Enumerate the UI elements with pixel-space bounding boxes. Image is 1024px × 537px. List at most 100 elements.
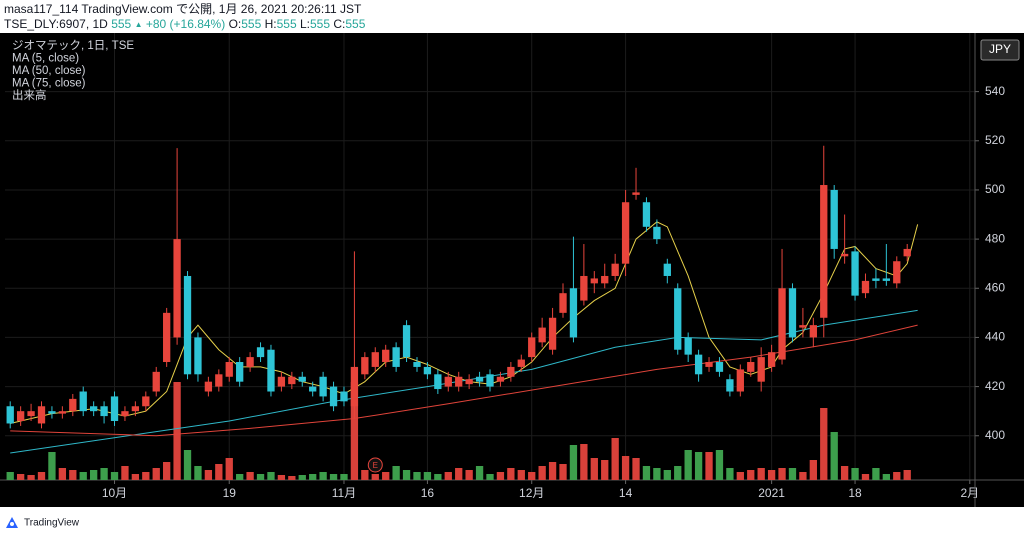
volume-bar [142,472,150,480]
l-value: 555 [310,17,330,31]
volume-bar [517,470,525,480]
candle-body [277,376,286,387]
volume-bar [361,470,369,480]
volume-bar [392,466,400,480]
y-tick-label: 420 [985,379,1005,393]
volume-bar [621,456,630,480]
volume-bar [329,474,338,480]
volume-bar [204,470,213,480]
candle-body [726,379,734,392]
candle-body [465,379,473,385]
candle-body [215,374,223,387]
candle-body [121,411,129,417]
volume-bar [6,472,14,480]
candle-body [204,381,213,392]
candle-body [559,293,567,313]
candle-body [236,362,244,382]
candle-body [663,263,671,276]
volume-bar [861,474,870,480]
candle-body [423,366,432,375]
y-tick-label: 440 [985,330,1005,344]
volume-bar [475,466,484,480]
candle-body [507,366,515,377]
candle-body [246,357,254,367]
x-tick-label: 14 [619,486,633,500]
volume-bar [215,464,223,480]
volume-bar [893,472,901,480]
candle-body [778,288,786,360]
volume-bar [194,466,202,480]
candle-body [298,376,306,382]
candle-body [861,280,870,294]
volume-bar [465,470,473,480]
volume-bar [225,458,233,480]
volume-bar [778,468,786,480]
earnings-circle [367,457,383,473]
candle-body [496,376,505,382]
candle-body [820,185,828,318]
volume-bar [90,470,98,480]
candle-body [590,278,598,284]
footer-logo[interactable]: TradingView [6,517,80,529]
y-tick-label: 540 [985,84,1005,98]
volume-bar [569,445,578,480]
volume-bar [747,470,755,480]
candle-body [194,337,202,375]
x-tick-label: 2021 [758,486,785,500]
volume-bar [538,466,546,480]
y-tick-label: 500 [985,182,1005,196]
l-label: L: [300,17,310,31]
candle-body [694,354,703,375]
candle-body [840,253,849,257]
candle-body [371,352,379,367]
volume-bar [601,460,609,480]
candle-body [642,202,651,227]
candle-body [872,278,880,281]
candle-body [319,376,327,397]
volume-bar [277,475,286,480]
volume-bar [694,452,703,480]
legend-entry: MA (5, close) [12,53,79,65]
candle-body [79,391,87,412]
candle-body [183,275,192,375]
currency: JPY [989,42,1011,56]
y-tick-label: 460 [985,280,1005,294]
candle-body [569,288,578,338]
volume-bar [402,470,411,480]
candle-body [517,359,525,367]
candle-body [225,362,233,377]
brand[interactable]: TradingView [24,518,80,529]
candle-body [69,398,77,412]
volume-bar [340,474,348,480]
legend-entry: MA (50, close) [12,65,86,77]
candle-body [27,411,35,417]
candle-body [621,202,630,264]
candle-body [715,362,724,372]
y-tick-label: 520 [985,133,1005,147]
candle-body [528,337,536,358]
volume-bar [288,476,296,480]
candle-body [58,411,67,414]
x-tick-label: 16 [421,486,435,500]
volume-bar [267,472,275,480]
candle-body [329,386,338,407]
volume-bar [37,472,46,480]
candle-body [684,337,692,355]
volume-bar [715,450,724,480]
volume-bar [423,472,432,480]
volume-bar [413,472,421,480]
x-tick-label: 19 [223,486,237,500]
candle-body [830,189,838,249]
candle-body [548,317,557,350]
candle-body [382,349,390,363]
volume-bar [319,472,327,480]
header-bar [0,0,1024,33]
candle-body [601,275,609,284]
candle-body [392,347,400,367]
candle-body [340,391,348,402]
volume-bar [684,450,692,480]
candle-body [767,352,776,367]
candle-body [142,396,150,407]
candle-body [131,406,140,412]
volume-bar [642,466,651,480]
